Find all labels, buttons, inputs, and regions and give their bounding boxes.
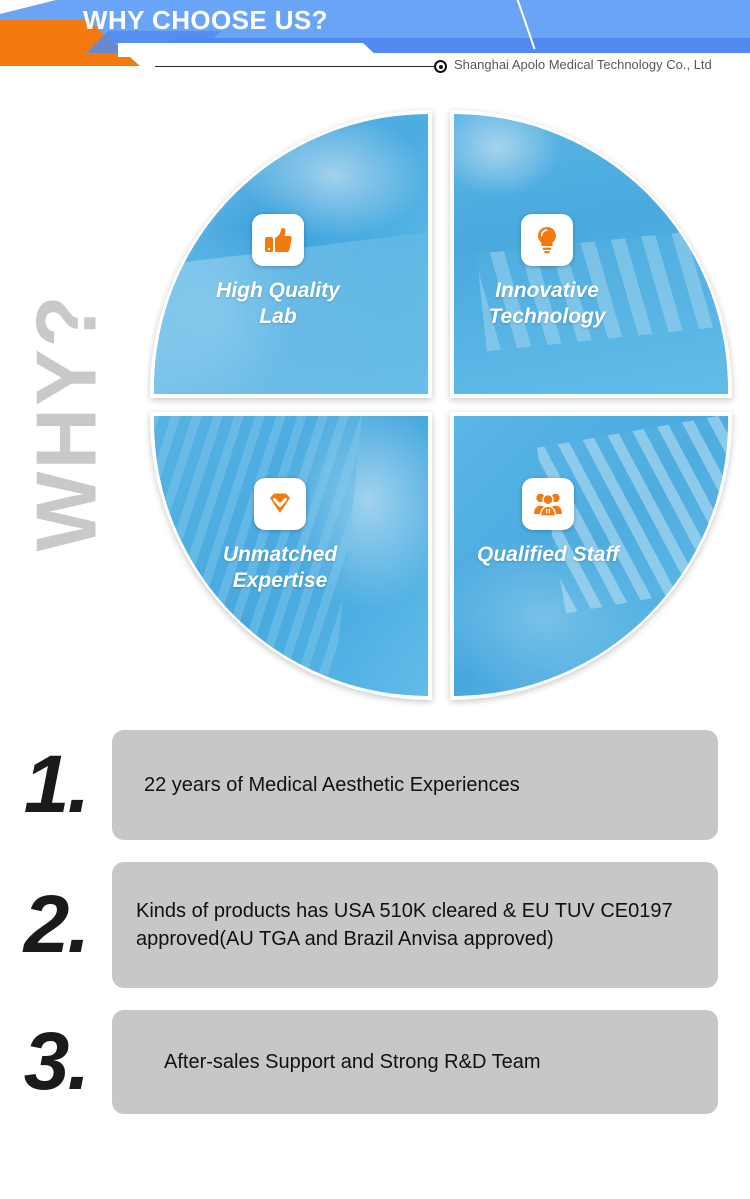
quadrant-content-br: Qualified Staff — [454, 416, 728, 696]
quadrant-content-tl: High Quality Lab — [154, 114, 428, 394]
company-name: Shanghai Apolo Medical Technology Co., L… — [454, 57, 712, 72]
lightbulb-icon — [521, 214, 573, 266]
technology-photo-backdrop — [454, 114, 728, 394]
company-byline: Shanghai Apolo Medical Technology Co., L… — [0, 56, 750, 76]
quadrant-content-tr: Innovative Technology — [454, 114, 728, 394]
quadrant-unmatched-expertise[interactable]: Unmatched Expertise — [150, 412, 432, 700]
expertise-photo-backdrop — [154, 416, 428, 696]
quadrant-image-bl — [154, 416, 428, 696]
list-item-box-1: 22 years of Medical Aesthetic Experience… — [112, 730, 718, 840]
quadrant-high-quality-lab[interactable]: High Quality Lab — [150, 110, 432, 398]
list-item: 2. Kinds of products has USA 510K cleare… — [0, 862, 750, 988]
staff-photo-backdrop — [454, 416, 728, 696]
quadrant-label-tr: Innovative Technology — [488, 279, 606, 328]
quadrant-image-br — [454, 416, 728, 696]
list-item-text-2: Kinds of products has USA 510K cleared &… — [136, 899, 673, 950]
four-quadrant-circle: High Quality Lab Innovative Technology — [150, 110, 732, 700]
page-title: WHY CHOOSE US? — [83, 5, 328, 35]
header-white-notch — [118, 43, 378, 57]
quadrant-qualified-staff[interactable]: Qualified Staff — [450, 412, 732, 700]
why-side-word: WHY? — [19, 293, 115, 552]
quadrant-innovative-technology[interactable]: Innovative Technology — [450, 110, 732, 398]
list-item: 3. After-sales Support and Strong R&D Te… — [0, 1010, 750, 1114]
quadrant-label-tl: High Quality Lab — [216, 279, 340, 328]
list-item-text-1: 22 years of Medical Aesthetic Experience… — [144, 773, 520, 796]
benefits-list: 1. 22 years of Medical Aesthetic Experie… — [0, 730, 750, 1136]
list-item-number-3: 3. — [23, 1016, 90, 1108]
list-item-number-1: 1. — [23, 739, 90, 831]
quadrant-label-br: Qualified Staff — [477, 543, 619, 566]
list-item: 1. 22 years of Medical Aesthetic Experie… — [0, 730, 750, 840]
header-banner: WHY CHOOSE US? — [0, 0, 750, 80]
quadrant-label-bl: Unmatched Expertise — [222, 543, 338, 592]
diamond-gem-icon — [254, 478, 306, 530]
list-item-box-2: Kinds of products has USA 510K cleared &… — [112, 862, 718, 988]
list-item-number-2: 2. — [23, 879, 90, 971]
thumbs-up-icon — [252, 214, 304, 266]
list-item-text-3: After-sales Support and Strong R&D Team — [164, 1050, 541, 1073]
byline-rule — [155, 66, 435, 67]
list-item-box-3: After-sales Support and Strong R&D Team — [112, 1010, 718, 1114]
quadrant-content-bl: Unmatched Expertise — [154, 416, 428, 696]
target-dot-icon — [434, 60, 447, 73]
quadrant-image-tr — [454, 114, 728, 394]
people-group-icon — [522, 478, 574, 530]
